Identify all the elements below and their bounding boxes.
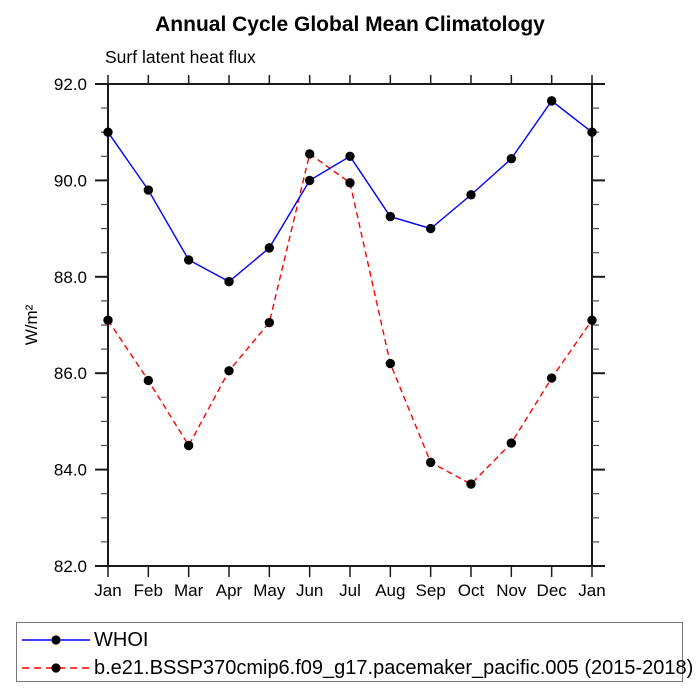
x-tick-label: Sep xyxy=(416,581,446,600)
data-point-whoi xyxy=(587,127,597,137)
chart-title: Annual Cycle Global Mean Climatology xyxy=(155,13,545,36)
data-point-model xyxy=(345,178,355,188)
data-point-model xyxy=(506,438,517,448)
y-tick-label: 88.0 xyxy=(54,268,87,287)
data-point-whoi xyxy=(224,276,234,287)
data-point-model xyxy=(264,317,275,328)
x-tick-label: Aug xyxy=(375,581,405,600)
data-point-whoi xyxy=(264,243,275,253)
y-tick-label: 86.0 xyxy=(54,364,87,383)
legend-marker-dot xyxy=(51,635,61,645)
x-tick-label: Apr xyxy=(216,581,243,600)
legend: WHOI b.e21.BSSP370cmip6.f09_g17.pacemake… xyxy=(16,622,693,682)
data-point-model xyxy=(425,457,436,468)
data-point-model xyxy=(587,315,597,325)
y-tick-label: 82.0 xyxy=(54,557,87,576)
legend-label-model: b.e21.BSSP370cmip6.f09_g17.pacemaker_pac… xyxy=(94,656,694,679)
x-tick-label: Nov xyxy=(496,581,527,600)
x-tick-label: Jan xyxy=(94,581,121,600)
legend-label-whoi: WHOI xyxy=(94,628,149,651)
legend-marker-dot xyxy=(51,663,61,673)
series-line-model xyxy=(107,152,593,485)
data-point-model xyxy=(183,440,194,451)
data-point-model xyxy=(466,479,476,489)
x-tick-label: Jan xyxy=(578,581,605,600)
legend-item-whoi: WHOI xyxy=(20,626,148,654)
y-tick-label: 84.0 xyxy=(54,461,87,480)
legend-swatch-dashed-line xyxy=(22,663,90,673)
chart-subtitle: Surf latent heat flux xyxy=(105,47,256,67)
data-point-whoi xyxy=(466,190,476,200)
data-point-model xyxy=(143,375,154,386)
series-line-whoi xyxy=(107,99,593,283)
x-tick-label: Oct xyxy=(458,581,485,600)
data-point-whoi xyxy=(143,185,154,195)
data-point-whoi xyxy=(425,223,436,234)
x-tick-label: Jul xyxy=(339,581,361,600)
data-point-whoi xyxy=(546,96,557,106)
data-point-model xyxy=(304,149,315,159)
y-tick-label: 92.0 xyxy=(54,75,87,94)
data-point-whoi xyxy=(506,154,517,164)
data-point-model xyxy=(103,315,113,325)
data-point-whoi xyxy=(345,151,355,161)
legend-item-model: b.e21.BSSP370cmip6.f09_g17.pacemaker_pac… xyxy=(20,654,693,682)
data-point-whoi xyxy=(183,255,194,265)
y-tick-label: 90.0 xyxy=(54,171,87,190)
data-point-whoi xyxy=(304,175,315,186)
data-point-model xyxy=(546,373,557,383)
x-tick-label: Feb xyxy=(134,581,163,600)
chart-canvas: 82.0 84.0 86.0 88.0 90.0 92.0 Jan Feb Mar Apr May J… xyxy=(54,75,606,600)
x-tick-label: Jun xyxy=(296,581,323,600)
data-point-model xyxy=(385,358,396,369)
x-tick-label: May xyxy=(253,581,286,600)
x-tick-label: Mar xyxy=(174,581,204,600)
data-point-whoi xyxy=(103,127,113,137)
legend-swatch-solid-line xyxy=(22,635,90,645)
data-point-whoi xyxy=(385,211,396,222)
data-point-model xyxy=(224,366,234,376)
x-tick-label: Dec xyxy=(537,581,568,600)
